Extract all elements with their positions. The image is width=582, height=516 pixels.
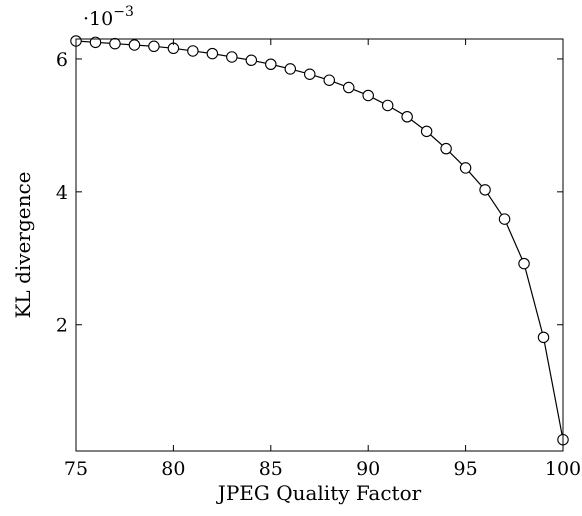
data-point [519,258,529,268]
data-point [324,75,334,85]
data-point [499,214,509,224]
plot-layer [71,36,568,445]
data-point [402,112,412,122]
data-point [129,40,139,50]
y-scale-exponent: −3 [113,4,134,20]
data-point [227,52,237,62]
data-point [266,59,276,69]
data-point [382,100,392,110]
x-tick-label: 95 [454,458,478,480]
y-tick-label: 2 [56,315,68,337]
series-line [76,41,563,440]
data-point [421,126,431,136]
y-tick-label: 6 [56,49,68,71]
data-point [344,82,354,92]
x-axis-title: JPEG Quality Factor [216,481,422,505]
data-point [460,163,470,173]
plot-frame [76,39,563,451]
y-tick-label: 4 [56,182,68,204]
x-tick-label: 75 [64,458,88,480]
x-tick-label: 85 [259,458,283,480]
x-tick-label: 90 [356,458,380,480]
data-point [285,64,295,74]
data-point [480,185,490,195]
data-point [305,69,315,79]
data-point [441,143,451,153]
x-tick-label: 80 [161,458,185,480]
data-point [538,332,548,342]
data-point [110,38,120,48]
axes-layer: 75 80 85 90 95 100 2 4 6 JPEG Quality Factor KL di… [11,4,581,505]
data-point [207,48,217,58]
data-point [188,46,198,56]
data-point [246,55,256,65]
y-scale-base: ·10 [83,8,113,30]
x-tick-label: 100 [545,458,581,480]
y-scale-multiplier: ·10−3 [83,4,134,30]
data-point [149,41,159,51]
data-point [363,90,373,100]
y-axis-title: KL divergence [11,171,35,318]
